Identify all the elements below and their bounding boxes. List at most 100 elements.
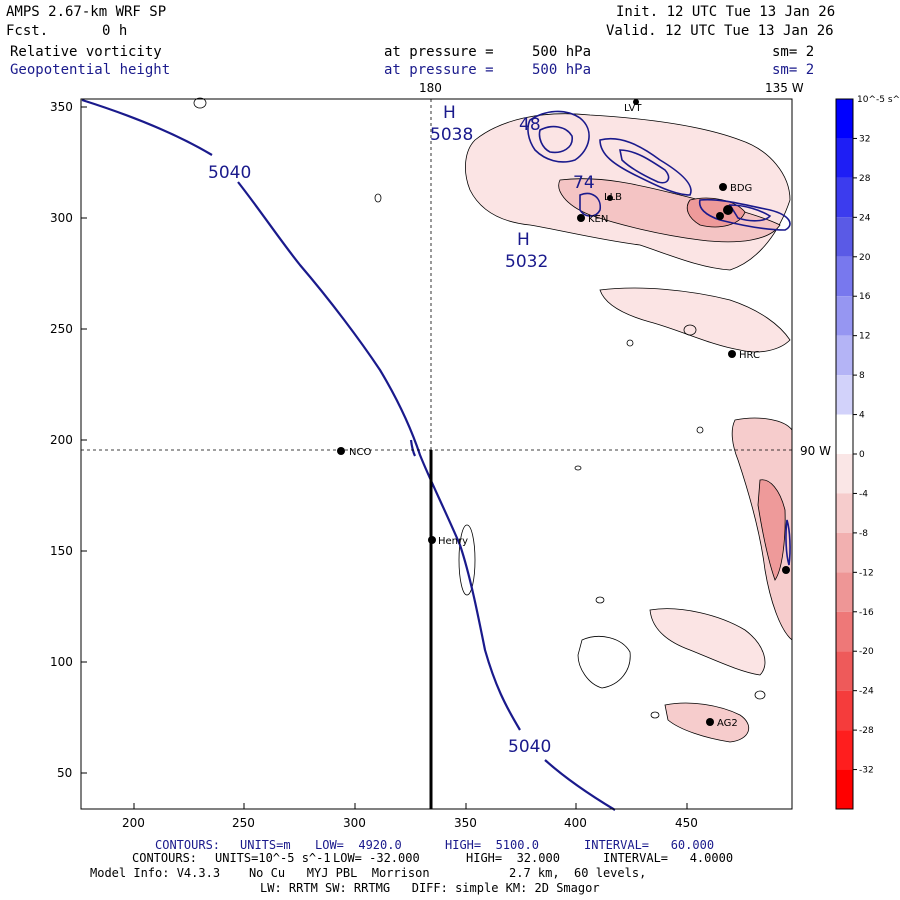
footer-vort-interval: INTERVAL= 4.0000 bbox=[603, 851, 734, 865]
footer-height-high: HIGH= 5100.0 bbox=[445, 838, 539, 852]
colorbar-swatch bbox=[836, 256, 853, 297]
colorbar: 32 28 24 20 16 12 8 4 0 -4 -8 -12 -16 -20 -24 -28 -32 bbox=[835, 98, 874, 810]
contour-label-5040-bottom: 5040 bbox=[508, 737, 551, 757]
colorbar-swatch bbox=[836, 138, 853, 178]
station-label-ken: KEN bbox=[588, 214, 608, 225]
stations: NCO Henry HRC LVT BDG KEN AG2 LLB bbox=[337, 99, 790, 729]
colorbar-swatch bbox=[836, 335, 853, 376]
positive-vorticity-contours bbox=[527, 110, 791, 566]
station-label-henry: Henry bbox=[438, 536, 468, 547]
field-2-name: Geopotential height bbox=[10, 62, 171, 78]
station-label-lvt: LVT bbox=[624, 103, 642, 114]
colorbar-tick-label: 12 bbox=[859, 332, 870, 342]
field-2-level-value: 500 hPa bbox=[532, 62, 592, 78]
colorbar-tick-label: -24 bbox=[859, 687, 874, 697]
footer-height-interval: INTERVAL= 60.000 bbox=[584, 838, 715, 852]
contour-label-74: 74 bbox=[573, 173, 595, 193]
footer-vort-low: LOW= -32.000 bbox=[333, 851, 420, 865]
station-label-hrc: HRC bbox=[739, 350, 760, 361]
lon-label-180: 180 bbox=[419, 81, 442, 95]
footer-vort-units: UNITS=10^-5 s^-1 bbox=[215, 851, 331, 865]
fcst-label: Fcst. bbox=[6, 23, 49, 39]
contour-label-5032: 5032 bbox=[505, 252, 548, 272]
valid-time: Valid. 12 UTC Tue 13 Jan 26 bbox=[606, 23, 834, 39]
model-title: AMPS 2.67-km WRF SP bbox=[6, 4, 167, 20]
x-tick-200: 200 bbox=[122, 816, 145, 830]
field-2-level-label: at pressure = bbox=[384, 62, 494, 78]
x-tick-300: 300 bbox=[343, 816, 366, 830]
colorbar-swatch bbox=[836, 296, 853, 336]
colorbar-swatch bbox=[836, 532, 853, 573]
field-1-level-value: 500 hPa bbox=[532, 44, 592, 60]
x-tick-400: 400 bbox=[564, 816, 587, 830]
x-axis bbox=[133, 803, 688, 809]
x-tick-350: 350 bbox=[454, 816, 477, 830]
lon-label-135w: 135 W bbox=[765, 81, 804, 95]
colorbar-swatch bbox=[836, 690, 853, 731]
contour-label-48: 48 bbox=[519, 115, 541, 135]
colorbar-swatch bbox=[836, 730, 853, 770]
colorbar-tick-label: 8 bbox=[859, 371, 865, 381]
y-tick-50: 50 bbox=[57, 766, 72, 780]
colorbar-tick-label: -16 bbox=[859, 608, 874, 618]
colorbar-swatch bbox=[836, 375, 853, 415]
colorbar-swatch bbox=[836, 611, 853, 652]
footer-physics: LW: RRTM SW: RRTMG DIFF: simple KM: 2D S… bbox=[260, 881, 600, 895]
colorbar-swatch bbox=[836, 572, 853, 612]
colorbar-tick-label: 24 bbox=[859, 213, 871, 223]
colorbar-tick-label: 0 bbox=[859, 450, 865, 460]
y-tick-200: 200 bbox=[50, 433, 73, 447]
station-label-nco: NCO bbox=[349, 447, 371, 458]
colorbar-tick-label: -12 bbox=[859, 568, 874, 578]
fcst-value: 0 h bbox=[102, 23, 128, 39]
high-marker-2: H bbox=[517, 230, 530, 250]
y-tick-150: 150 bbox=[50, 544, 73, 558]
y-tick-250: 250 bbox=[50, 322, 73, 336]
colorbar-unit: 10^-5 s^-1 bbox=[857, 95, 900, 105]
y-tick-350: 350 bbox=[50, 100, 73, 114]
station-label-bdg: BDG bbox=[730, 183, 752, 194]
colorbar-swatch bbox=[836, 493, 853, 533]
contour-label-5040-top: 5040 bbox=[208, 163, 251, 183]
x-tick-450: 450 bbox=[675, 816, 698, 830]
colorbar-tick-label: 16 bbox=[859, 292, 871, 302]
colorbar-swatch bbox=[836, 414, 853, 454]
colorbar-tick-label: -28 bbox=[859, 726, 874, 736]
small-vorticity-contours bbox=[193, 97, 766, 719]
footer-vort-high: HIGH= 32.000 bbox=[466, 851, 560, 865]
footer-vort-label: CONTOURS: bbox=[132, 851, 198, 865]
colorbar-tick-label: -20 bbox=[859, 647, 874, 657]
high-marker-1: H bbox=[443, 103, 456, 123]
y-tick-100: 100 bbox=[50, 655, 73, 669]
colorbar-tick-label: -8 bbox=[859, 529, 868, 539]
field-1-smooth: sm= 2 bbox=[772, 44, 815, 60]
footer-model-info: Model Info: V4.3.3 No Cu MYJ PBL Morriso… bbox=[90, 866, 647, 880]
colorbar-swatch bbox=[836, 454, 853, 494]
colorbar-tick-label: 20 bbox=[859, 253, 871, 263]
footer-height-label: CONTOURS: bbox=[155, 838, 221, 852]
colorbar-swatch bbox=[836, 177, 853, 218]
footer-height-units: UNITS=m bbox=[240, 838, 291, 852]
y-axis bbox=[81, 106, 87, 774]
colorbar-swatch bbox=[836, 217, 853, 257]
colorbar-swatch bbox=[836, 99, 853, 139]
field-1-level-label: at pressure = bbox=[384, 44, 494, 60]
station-label-llb: LLB bbox=[604, 192, 622, 203]
height-contours bbox=[81, 98, 616, 811]
init-time: Init. 12 UTC Tue 13 Jan 26 bbox=[616, 4, 836, 20]
contour-label-5038: 5038 bbox=[430, 125, 473, 145]
field-2-smooth: sm= 2 bbox=[772, 62, 815, 78]
x-tick-250: 250 bbox=[232, 816, 255, 830]
station-label-ag2: AG2 bbox=[717, 718, 738, 729]
vorticity-shading bbox=[465, 113, 793, 743]
lat-label-90: 90 W bbox=[800, 444, 831, 458]
colorbar-swatch bbox=[836, 651, 853, 691]
colorbar-tick-label: -32 bbox=[859, 766, 874, 776]
colorbar-tick-label: 28 bbox=[859, 174, 871, 184]
colorbar-tick-label: -4 bbox=[859, 489, 868, 499]
y-tick-300: 300 bbox=[50, 211, 73, 225]
footer-height-low: LOW= 4920.0 bbox=[315, 838, 402, 852]
field-1-name: Relative vorticity bbox=[10, 44, 162, 60]
colorbar-swatch bbox=[836, 769, 853, 809]
